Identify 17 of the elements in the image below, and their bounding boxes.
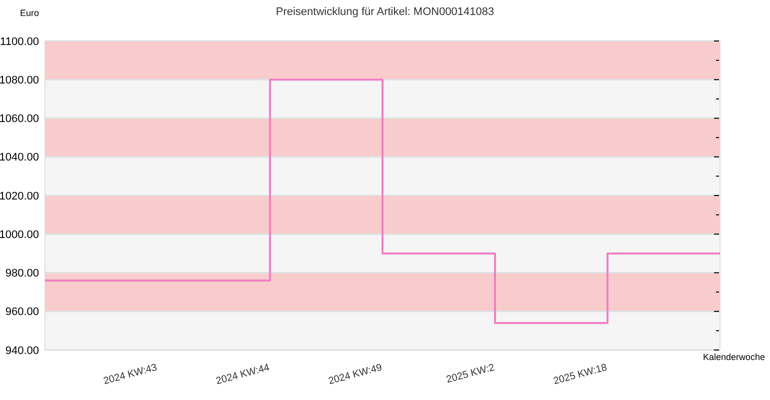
y-tick-label: 1060.00	[0, 113, 39, 126]
x-tick-label: 2025 KW:18	[552, 362, 609, 388]
y-tick-label: 980.00	[5, 268, 39, 280]
x-axis-title: Kalenderwoche	[702, 352, 765, 362]
y-tick-label: 940.00	[5, 344, 39, 357]
y-tick-label: 1020.00	[0, 190, 39, 202]
x-tick-label: 2024 KW:49	[327, 362, 384, 388]
y-tick-label: 1100.00	[0, 36, 39, 48]
y-tick-label: 1040.00	[0, 152, 39, 164]
x-tick-label: 2025 KW:2	[445, 362, 496, 386]
y-tick-label: 1000.00	[0, 228, 39, 241]
x-tick-label: 2024 KW:43	[102, 362, 159, 388]
x-tick-label: 2024 KW:44	[214, 362, 272, 388]
y-axis-title: Euro	[20, 8, 40, 18]
chart-title: Preisentwicklung für Artikel: MON000141083	[276, 6, 494, 18]
y-tick-label: 960.00	[5, 306, 39, 318]
y-tick-label: 1080.00	[0, 74, 39, 86]
